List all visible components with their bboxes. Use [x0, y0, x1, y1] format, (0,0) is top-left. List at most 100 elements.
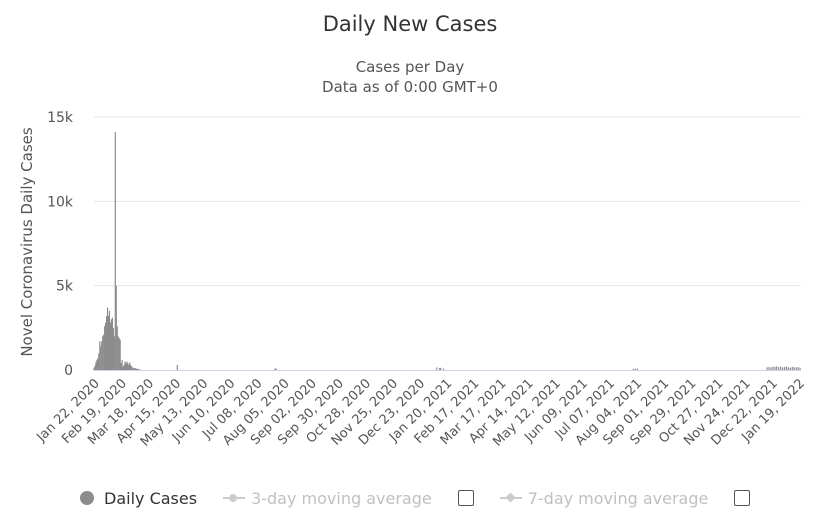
bar[interactable]	[772, 366, 774, 370]
y-axis-ticks: 0 5k 10k 15k	[47, 110, 74, 379]
bar[interactable]	[776, 366, 778, 370]
bar[interactable]	[275, 368, 277, 370]
bar[interactable]	[436, 367, 438, 370]
bar[interactable]	[766, 367, 768, 370]
bar[interactable]	[103, 334, 105, 370]
bar[interactable]	[125, 363, 127, 370]
legend-item-7-day-average[interactable]: 7-day moving average	[499, 488, 751, 508]
bar[interactable]	[124, 361, 126, 370]
bar[interactable]	[131, 366, 133, 370]
bar[interactable]	[116, 326, 118, 370]
bar[interactable]	[110, 319, 113, 370]
bar[interactable]	[770, 367, 772, 370]
bar[interactable]	[93, 367, 95, 370]
bar[interactable]	[795, 367, 797, 370]
bar[interactable]	[139, 369, 142, 371]
bar[interactable]	[126, 361, 128, 370]
bar[interactable]	[797, 366, 799, 370]
chart-subtitle-line-2: Data as of 0:00 GMT+0	[322, 78, 498, 96]
bar[interactable]	[138, 369, 141, 370]
y-axis-label: Novel Coronavirus Daily Cases	[18, 127, 36, 357]
bar[interactable]	[108, 310, 111, 370]
legend-label-7-day-average: 7-day moving average	[527, 488, 709, 508]
bar[interactable]	[127, 363, 129, 370]
bar[interactable]	[117, 336, 119, 370]
bar[interactable]	[133, 368, 135, 370]
bar[interactable]	[774, 366, 776, 370]
bar[interactable]	[115, 285, 117, 370]
bar[interactable]	[443, 368, 445, 370]
legend-label-3-day-average: 3-day moving average	[251, 488, 432, 508]
bar[interactable]	[129, 362, 131, 370]
bar[interactable]	[134, 367, 136, 370]
bar[interactable]	[111, 317, 114, 370]
bar[interactable]	[787, 367, 790, 370]
y-tick-label: 10k	[47, 194, 74, 210]
bar[interactable]	[119, 339, 121, 370]
chart-subtitle-line-1: Cases per Day	[356, 58, 465, 76]
legend-marker-daily-cases	[80, 491, 94, 505]
checkbox-3-day-average[interactable]	[457, 490, 474, 506]
bar[interactable]	[102, 336, 104, 370]
bar[interactable]	[789, 367, 791, 370]
bar[interactable]	[785, 366, 788, 370]
bar[interactable]	[632, 368, 635, 370]
bar[interactable]	[783, 366, 786, 370]
checkbox-7-day-average[interactable]	[734, 490, 751, 506]
bar[interactable]	[100, 346, 102, 370]
bar[interactable]	[778, 367, 780, 370]
bar[interactable]	[122, 366, 124, 370]
bar[interactable]	[123, 364, 125, 370]
bar[interactable]	[95, 362, 97, 370]
bar[interactable]	[132, 367, 134, 370]
bar[interactable]	[780, 366, 782, 370]
bar[interactable]	[136, 368, 139, 370]
bar[interactable]	[120, 363, 122, 370]
grid-lines	[94, 116, 801, 287]
bars	[93, 132, 801, 371]
bar[interactable]	[130, 364, 132, 370]
bar[interactable]	[112, 327, 114, 370]
bar[interactable]	[121, 359, 123, 370]
bar[interactable]	[113, 336, 115, 370]
bar[interactable]	[97, 358, 99, 370]
bar[interactable]	[107, 316, 110, 370]
bar[interactable]	[136, 368, 138, 370]
bar[interactable]	[99, 341, 101, 370]
bar[interactable]	[118, 337, 120, 370]
bar[interactable]	[440, 367, 442, 370]
bar[interactable]	[98, 353, 100, 370]
bar[interactable]	[274, 368, 276, 370]
bar[interactable]	[135, 368, 137, 370]
bar[interactable]	[96, 359, 98, 370]
y-tick-label: 15k	[47, 110, 74, 126]
bar[interactable]	[176, 364, 178, 370]
bar[interactable]	[128, 364, 130, 370]
y-tick-label: 0	[64, 363, 73, 379]
bar[interactable]	[439, 367, 441, 370]
bar[interactable]	[114, 132, 116, 370]
y-tick-label: 5k	[56, 279, 74, 295]
bar[interactable]	[105, 322, 107, 370]
bar[interactable]	[791, 366, 793, 370]
bar[interactable]	[104, 326, 106, 370]
bar[interactable]	[634, 368, 636, 370]
bar[interactable]	[799, 367, 801, 370]
bar[interactable]	[101, 341, 103, 370]
legend-marker-7-day-average	[499, 492, 522, 504]
bar[interactable]	[105, 316, 108, 370]
legend-item-3-day-average[interactable]: 3-day moving average	[223, 489, 474, 508]
bar[interactable]	[106, 307, 109, 370]
bar[interactable]	[94, 365, 96, 370]
bar[interactable]	[768, 366, 770, 370]
legend: Daily Cases 3-day moving average 7-day m…	[80, 486, 776, 510]
bar[interactable]	[793, 367, 795, 370]
bar[interactable]	[137, 369, 140, 370]
legend-item-daily-cases[interactable]: Daily Cases	[80, 489, 197, 508]
bar[interactable]	[636, 368, 638, 370]
chart-title: Daily New Cases	[323, 12, 498, 36]
bar[interactable]	[109, 322, 112, 370]
bar[interactable]	[781, 367, 784, 370]
